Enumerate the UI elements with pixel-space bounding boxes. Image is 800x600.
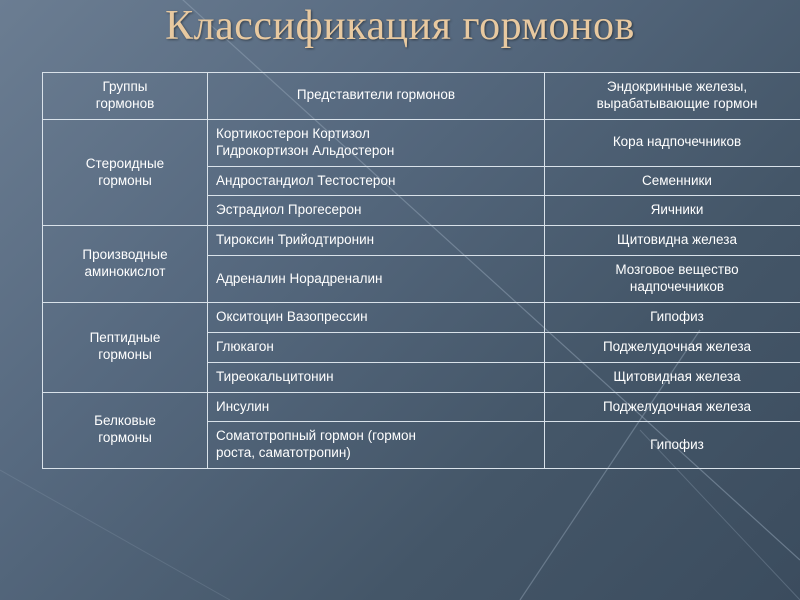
cell-group-name: Пептидные гормоны — [42, 301, 208, 393]
cell-representatives: Адреналин Норадреналин — [207, 255, 545, 303]
cell-representatives: Тиреокальцитонин — [207, 361, 545, 393]
table-row: Белковые гормоны Инсулин Поджелудочная желе… — [42, 391, 800, 470]
table-row: Эстрадиол Прогесерон Яичники — [43, 195, 800, 227]
hormone-classification-table: Группы гормонов Представители гормонов Эндо… — [42, 72, 800, 470]
cell-group-name: Производные аминокислот — [42, 225, 208, 303]
table-row: Пептидные гормоны Окситоцин Вазопрессин Гип… — [42, 301, 800, 393]
header-cell-representatives: Представители гормонов — [207, 72, 545, 120]
cell-gland: Поджелудочная железа — [544, 331, 800, 363]
cell-gland: Мозговое вещество надпочечников — [544, 255, 800, 303]
cell-representatives: Соматотропный гормон (гормон роста, самат… — [207, 421, 545, 470]
cell-gland: Семенники — [544, 165, 800, 197]
cell-group-name: Стероидные гормоны — [42, 118, 208, 227]
cell-gland: Гипофиз — [544, 421, 800, 470]
cell-gland: Кора надпочечников — [544, 118, 800, 167]
cell-representatives: Тироксин Трийодтиронин — [207, 225, 545, 257]
cell-representatives: Инсулин — [207, 391, 545, 423]
cell-gland: Поджелудочная железа — [544, 391, 800, 423]
table-row: Глюкагон Поджелудочная железа — [43, 331, 800, 363]
table-header-row: Группы гормонов Представители гормонов Эндо… — [42, 72, 800, 120]
table-row: Стероидные гормоны Кортикостерон Кортизол Г… — [42, 118, 800, 227]
cell-gland: Щитовидна железа — [544, 225, 800, 257]
cell-representatives: Эстрадиол Прогесерон — [207, 195, 545, 227]
cell-representatives: Андростандиол Тестостерон — [207, 165, 545, 197]
cell-gland: Яичники — [544, 195, 800, 227]
table-row: Адреналин Норадреналин Мозговое вещество н… — [43, 255, 800, 303]
cell-representatives: Глюкагон — [207, 331, 545, 363]
cell-gland: Гипофиз — [544, 301, 800, 333]
cell-representatives: Окситоцин Вазопрессин — [207, 301, 545, 333]
page-title: Классификация гормонов — [165, 3, 635, 49]
cell-gland: Щитовидная железа — [544, 361, 800, 393]
table-row: Тиреокальцитонин Щитовидная железа — [43, 361, 800, 393]
table-row: Соматотропный гормон (гормон роста, самат… — [43, 421, 800, 470]
header-cell-group: Группы гормонов — [42, 72, 208, 120]
header-cell-gland: Эндокринные железы, вырабатывающие гормон — [544, 72, 800, 120]
cell-group-name: Белковые гормоны — [42, 391, 208, 470]
cell-representatives: Кортикостерон Кортизол Гидрокортизон Альд… — [207, 118, 545, 167]
table-row: Производные аминокислот Тироксин Трийодтир… — [42, 225, 800, 303]
